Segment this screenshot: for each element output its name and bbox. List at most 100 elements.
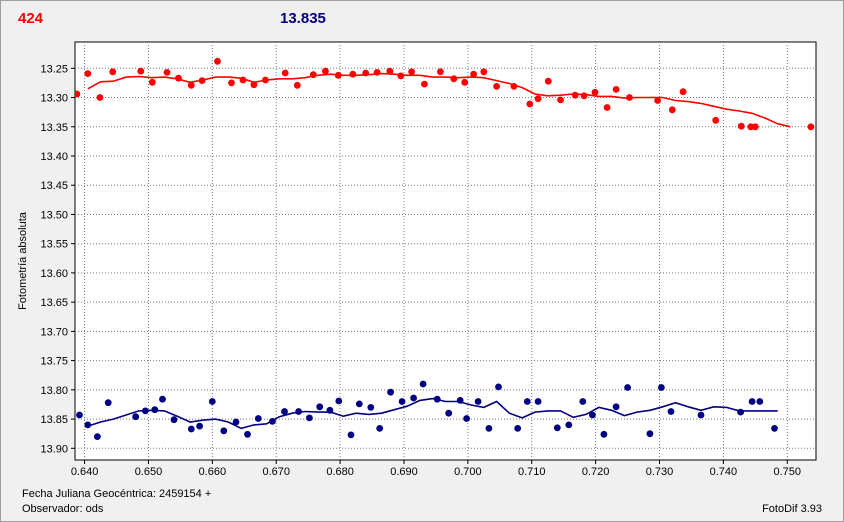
series-0-point bbox=[75, 90, 81, 98]
y-tick-label: 13.40 bbox=[40, 151, 68, 163]
x-tick-label: 0.740 bbox=[710, 466, 738, 478]
series-0-point bbox=[591, 88, 599, 96]
series-1-point bbox=[94, 433, 101, 440]
series-0-point bbox=[712, 116, 720, 124]
series-1-point bbox=[658, 384, 665, 391]
series-1-point bbox=[445, 409, 453, 417]
y-tick-label: 13.50 bbox=[40, 209, 68, 221]
series-1-point bbox=[254, 415, 262, 422]
y-tick-label: 13.60 bbox=[40, 268, 68, 280]
header-left-value: 424 bbox=[18, 10, 44, 27]
series-0-point bbox=[293, 81, 301, 89]
series-0-point bbox=[480, 68, 488, 76]
y-tick-label: 13.45 bbox=[40, 180, 68, 192]
series-0-point bbox=[262, 76, 269, 84]
series-1-point bbox=[387, 388, 394, 396]
series-1-point bbox=[534, 398, 542, 405]
series-1-point bbox=[84, 421, 92, 429]
x-tick-label: 0.650 bbox=[135, 466, 163, 478]
series-0-point bbox=[175, 74, 182, 82]
x-tick-label: 0.670 bbox=[262, 466, 290, 478]
series-1-point bbox=[306, 414, 313, 422]
series-0-point bbox=[239, 76, 247, 84]
x-tick-label: 0.680 bbox=[326, 466, 354, 478]
x-tick-label: 0.640 bbox=[71, 466, 99, 478]
x-tick-label: 0.660 bbox=[199, 466, 227, 478]
series-1-point bbox=[295, 408, 302, 415]
series-0-point bbox=[250, 81, 258, 89]
series-0-point bbox=[571, 91, 579, 99]
series-1-point bbox=[485, 425, 493, 432]
series-0-point bbox=[421, 80, 428, 88]
series-1-point bbox=[737, 408, 744, 416]
series-0-point bbox=[654, 97, 661, 104]
series-1-point bbox=[589, 411, 596, 419]
header-center-value: 13.835 bbox=[280, 10, 326, 27]
series-1-point bbox=[132, 413, 140, 421]
series-0-point bbox=[198, 77, 206, 84]
series-1-point bbox=[748, 398, 756, 405]
footer-version: FotoDif 3.93 bbox=[762, 503, 822, 515]
series-0-point bbox=[386, 67, 394, 75]
series-1-point bbox=[347, 431, 355, 439]
series-1-point bbox=[495, 383, 502, 391]
footer-date-label: Fecha Juliana Geocéntrica: 2459154 + bbox=[22, 488, 212, 500]
x-tick-label: 0.690 bbox=[390, 466, 418, 478]
series-0-point bbox=[737, 122, 745, 130]
series-0-point bbox=[450, 75, 458, 83]
series-0-point bbox=[493, 83, 500, 90]
x-tick-label: 0.730 bbox=[646, 466, 674, 478]
series-1-point bbox=[398, 398, 406, 405]
series-0-point bbox=[309, 71, 317, 79]
series-0-point bbox=[228, 79, 235, 87]
series-0-point bbox=[461, 78, 469, 86]
series-1-point bbox=[281, 408, 288, 415]
series-0-point bbox=[557, 96, 564, 104]
y-tick-label: 13.90 bbox=[40, 443, 68, 455]
series-0-point bbox=[668, 106, 676, 114]
y-tick-label: 13.75 bbox=[40, 356, 68, 368]
series-0-point bbox=[96, 94, 104, 101]
series-1-point bbox=[367, 404, 375, 411]
series-0-point bbox=[544, 77, 552, 85]
x-tick-label: 0.720 bbox=[582, 466, 610, 478]
series-1-point bbox=[244, 430, 251, 438]
series-1-point bbox=[600, 430, 608, 438]
series-1-point bbox=[646, 430, 654, 438]
series-1-point bbox=[523, 398, 531, 405]
series-1-point bbox=[419, 380, 427, 388]
series-1-point bbox=[104, 399, 112, 407]
series-1-point bbox=[196, 422, 204, 430]
series-1-point bbox=[667, 408, 675, 415]
series-0-point bbox=[362, 69, 370, 77]
series-1-point bbox=[771, 425, 778, 432]
series-1-point bbox=[553, 424, 561, 432]
series-1-point bbox=[474, 398, 482, 405]
series-1-point bbox=[269, 418, 276, 425]
series-0-point bbox=[534, 95, 542, 103]
series-1-point bbox=[579, 398, 587, 405]
series-0 bbox=[75, 57, 815, 131]
y-tick-label: 13.85 bbox=[40, 414, 68, 426]
series-1-point bbox=[220, 427, 228, 435]
series-1-point bbox=[326, 406, 334, 414]
series-1-point bbox=[612, 403, 620, 411]
footer-observer-label: Observador: ods bbox=[22, 503, 104, 515]
series-1-point bbox=[76, 411, 83, 419]
series-0-point bbox=[807, 123, 815, 131]
series-1-point bbox=[463, 415, 470, 422]
series-1-point bbox=[756, 398, 764, 405]
series-1-point bbox=[170, 416, 178, 424]
series-0-point bbox=[187, 81, 195, 89]
series-1-point bbox=[697, 411, 705, 419]
series-0-point bbox=[84, 70, 92, 77]
series-1-point bbox=[456, 397, 464, 404]
series-1-point bbox=[433, 395, 441, 403]
y-tick-label: 13.55 bbox=[40, 239, 68, 251]
y-tick-label: 13.65 bbox=[40, 297, 68, 309]
series-1-point bbox=[159, 395, 166, 403]
series-0-point bbox=[137, 67, 145, 75]
series-1-point bbox=[232, 418, 240, 426]
series-0-point bbox=[148, 78, 156, 86]
series-1-point bbox=[624, 384, 631, 391]
